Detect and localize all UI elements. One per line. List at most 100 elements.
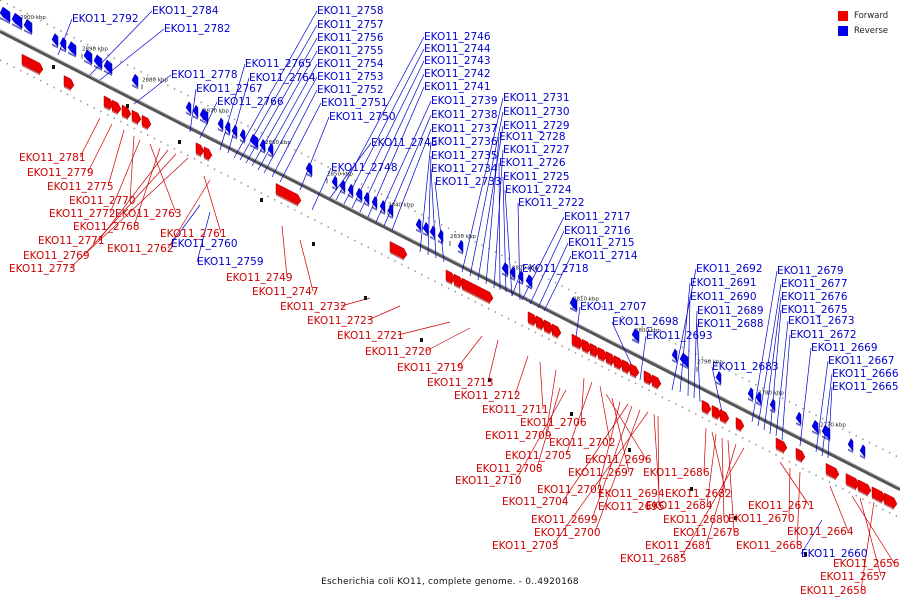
reverse-gene-label[interactable]: EKO11_2683 <box>712 361 779 373</box>
forward-gene-label[interactable]: EKO11_2694 <box>598 488 665 500</box>
forward-gene-label[interactable]: EKO11_2712 <box>454 390 521 402</box>
forward-gene-label[interactable]: EKO11_2670 <box>728 513 795 525</box>
reverse-gene-label[interactable]: EKO11_2782 <box>164 23 231 35</box>
reverse-gene-label[interactable]: EKO11_2764 <box>249 72 316 84</box>
reverse-gene-label[interactable]: EKO11_2760 <box>171 238 238 250</box>
forward-gene-label[interactable]: EKO11_2705 <box>505 450 572 462</box>
reverse-gene-label[interactable]: EKO11_2742 <box>424 68 491 80</box>
reverse-gene-label[interactable]: EKO11_2673 <box>788 315 855 327</box>
reverse-gene-label[interactable]: EKO11_2728 <box>499 131 566 143</box>
reverse-gene-label[interactable]: EKO11_2752 <box>317 84 384 96</box>
forward-gene-label[interactable]: EKO11_2668 <box>736 540 803 552</box>
reverse-gene-label[interactable]: EKO11_2666 <box>832 368 899 380</box>
reverse-gene-label[interactable]: EKO11_2741 <box>424 81 491 93</box>
reverse-gene-label[interactable]: EKO11_2736 <box>431 136 498 148</box>
reverse-gene-label[interactable]: EKO11_2660 <box>801 548 868 560</box>
reverse-gene-label[interactable]: EKO11_2714 <box>571 250 638 262</box>
reverse-gene-label[interactable]: EKO11_2759 <box>197 256 264 268</box>
reverse-gene-label[interactable]: EKO11_2792 <box>72 13 139 25</box>
reverse-gene-label[interactable]: EKO11_2730 <box>503 106 570 118</box>
reverse-gene-label[interactable]: EKO11_2727 <box>503 144 570 156</box>
forward-gene-label[interactable]: EKO11_2697 <box>568 467 635 479</box>
reverse-gene-label[interactable]: EKO11_2722 <box>518 197 585 209</box>
reverse-gene-label[interactable]: EKO11_2756 <box>317 32 384 44</box>
reverse-gene-label[interactable]: EKO11_2707 <box>580 301 647 313</box>
forward-gene-label[interactable]: EKO11_2696 <box>585 454 652 466</box>
forward-gene-label[interactable]: EKO11_2664 <box>787 526 854 538</box>
reverse-gene-label[interactable]: EKO11_2778 <box>171 69 238 81</box>
reverse-gene-label[interactable]: EKO11_2739 <box>431 95 498 107</box>
forward-gene-label[interactable]: EKO11_2771 <box>38 235 105 247</box>
reverse-gene-label[interactable]: EKO11_2754 <box>317 58 384 70</box>
reverse-gene-label[interactable]: EKO11_2751 <box>321 97 388 109</box>
forward-gene-label[interactable]: EKO11_2779 <box>27 167 94 179</box>
forward-gene-label[interactable]: EKO11_2761 <box>160 228 227 240</box>
reverse-gene-label[interactable]: EKO11_2733 <box>435 176 502 188</box>
forward-gene-label[interactable]: EKO11_2773 <box>9 263 76 275</box>
reverse-gene-label[interactable]: EKO11_2766 <box>217 96 284 108</box>
forward-gene-label[interactable]: EKO11_2768 <box>73 221 140 233</box>
reverse-gene-label[interactable]: EKO11_2743 <box>424 55 491 67</box>
forward-gene-label[interactable]: EKO11_2762 <box>107 243 174 255</box>
reverse-gene-label[interactable]: EKO11_2734 <box>431 163 498 175</box>
forward-gene-label[interactable]: EKO11_2723 <box>307 315 374 327</box>
reverse-gene-label[interactable]: EKO11_2767 <box>196 83 263 95</box>
forward-gene-label[interactable]: EKO11_2719 <box>397 362 464 374</box>
reverse-gene-label[interactable]: EKO11_2725 <box>503 171 570 183</box>
reverse-gene-label[interactable]: EKO11_2724 <box>505 184 572 196</box>
forward-gene-label[interactable]: EKO11_2769 <box>23 250 90 262</box>
reverse-gene-label[interactable]: EKO11_2688 <box>697 318 764 330</box>
reverse-gene-label[interactable]: EKO11_2731 <box>503 92 570 104</box>
forward-gene-label[interactable]: EKO11_2682 <box>665 488 732 500</box>
forward-gene-label[interactable]: EKO11_2749 <box>226 272 293 284</box>
forward-gene-label[interactable]: EKO11_2703 <box>492 540 559 552</box>
forward-gene-label[interactable]: EKO11_2680 <box>663 514 730 526</box>
forward-gene-label[interactable]: EKO11_2671 <box>748 500 815 512</box>
reverse-gene-label[interactable]: EKO11_2677 <box>781 278 848 290</box>
reverse-gene-label[interactable]: EKO11_2692 <box>696 263 763 275</box>
reverse-gene-label[interactable]: EKO11_2744 <box>424 43 491 55</box>
forward-gene-label[interactable]: EKO11_2720 <box>365 346 432 358</box>
forward-gene-label[interactable]: EKO11_2781 <box>19 152 86 164</box>
forward-gene-label[interactable]: EKO11_2685 <box>620 553 687 565</box>
reverse-gene-label[interactable]: EKO11_2726 <box>499 157 566 169</box>
reverse-gene-label[interactable]: EKO11_2745 <box>371 137 438 149</box>
reverse-gene-label[interactable]: EKO11_2665 <box>832 381 899 393</box>
reverse-gene-label[interactable]: EKO11_2765 <box>245 58 312 70</box>
forward-gene-label[interactable]: EKO11_2747 <box>252 286 319 298</box>
reverse-gene-label[interactable]: EKO11_2669 <box>811 342 878 354</box>
forward-gene-label[interactable]: EKO11_2710 <box>455 475 522 487</box>
forward-gene-label[interactable]: EKO11_2699 <box>531 514 598 526</box>
reverse-gene-label[interactable]: EKO11_2735 <box>431 150 498 162</box>
reverse-gene-label[interactable]: EKO11_2691 <box>690 277 757 289</box>
reverse-gene-label[interactable]: EKO11_2675 <box>781 304 848 316</box>
reverse-gene-label[interactable]: EKO11_2748 <box>331 162 398 174</box>
forward-gene-label[interactable]: EKO11_2708 <box>476 463 543 475</box>
forward-gene-label[interactable]: EKO11_2700 <box>534 527 601 539</box>
reverse-gene-label[interactable]: EKO11_2672 <box>790 329 857 341</box>
reverse-gene-label[interactable]: EKO11_2758 <box>317 5 384 17</box>
forward-gene-label[interactable]: EKO11_2681 <box>645 540 712 552</box>
forward-gene-label[interactable]: EKO11_2701 <box>537 484 604 496</box>
reverse-gene-label[interactable]: EKO11_2753 <box>317 71 384 83</box>
reverse-gene-label[interactable]: EKO11_2690 <box>690 291 757 303</box>
forward-gene-label[interactable]: EKO11_2770 <box>69 195 136 207</box>
reverse-gene-label[interactable]: EKO11_2750 <box>329 111 396 123</box>
reverse-gene-label[interactable]: EKO11_2715 <box>568 237 635 249</box>
reverse-gene-label[interactable]: EKO11_2729 <box>503 120 570 132</box>
forward-gene-label[interactable]: EKO11_2713 <box>427 377 494 389</box>
forward-gene-label[interactable]: EKO11_2678 <box>673 527 740 539</box>
reverse-gene-label[interactable]: EKO11_2737 <box>431 123 498 135</box>
forward-gene-label[interactable]: EKO11_2684 <box>646 500 713 512</box>
reverse-gene-label[interactable]: EKO11_2738 <box>431 109 498 121</box>
reverse-gene-label[interactable]: EKO11_2679 <box>777 265 844 277</box>
reverse-gene-label[interactable]: EKO11_2689 <box>697 305 764 317</box>
forward-gene-label[interactable]: EKO11_2686 <box>643 467 710 479</box>
forward-gene-label[interactable]: EKO11_2695 <box>598 501 665 513</box>
forward-gene-label[interactable]: EKO11_2732 <box>280 301 347 313</box>
reverse-gene-label[interactable]: EKO11_2746 <box>424 31 491 43</box>
forward-gene-label[interactable]: EKO11_2656 <box>833 558 900 570</box>
forward-gene-label[interactable]: EKO11_2775 <box>47 181 114 193</box>
forward-gene-label[interactable]: EKO11_2763 <box>115 208 182 220</box>
forward-gene-label[interactable]: EKO11_2721 <box>337 330 404 342</box>
